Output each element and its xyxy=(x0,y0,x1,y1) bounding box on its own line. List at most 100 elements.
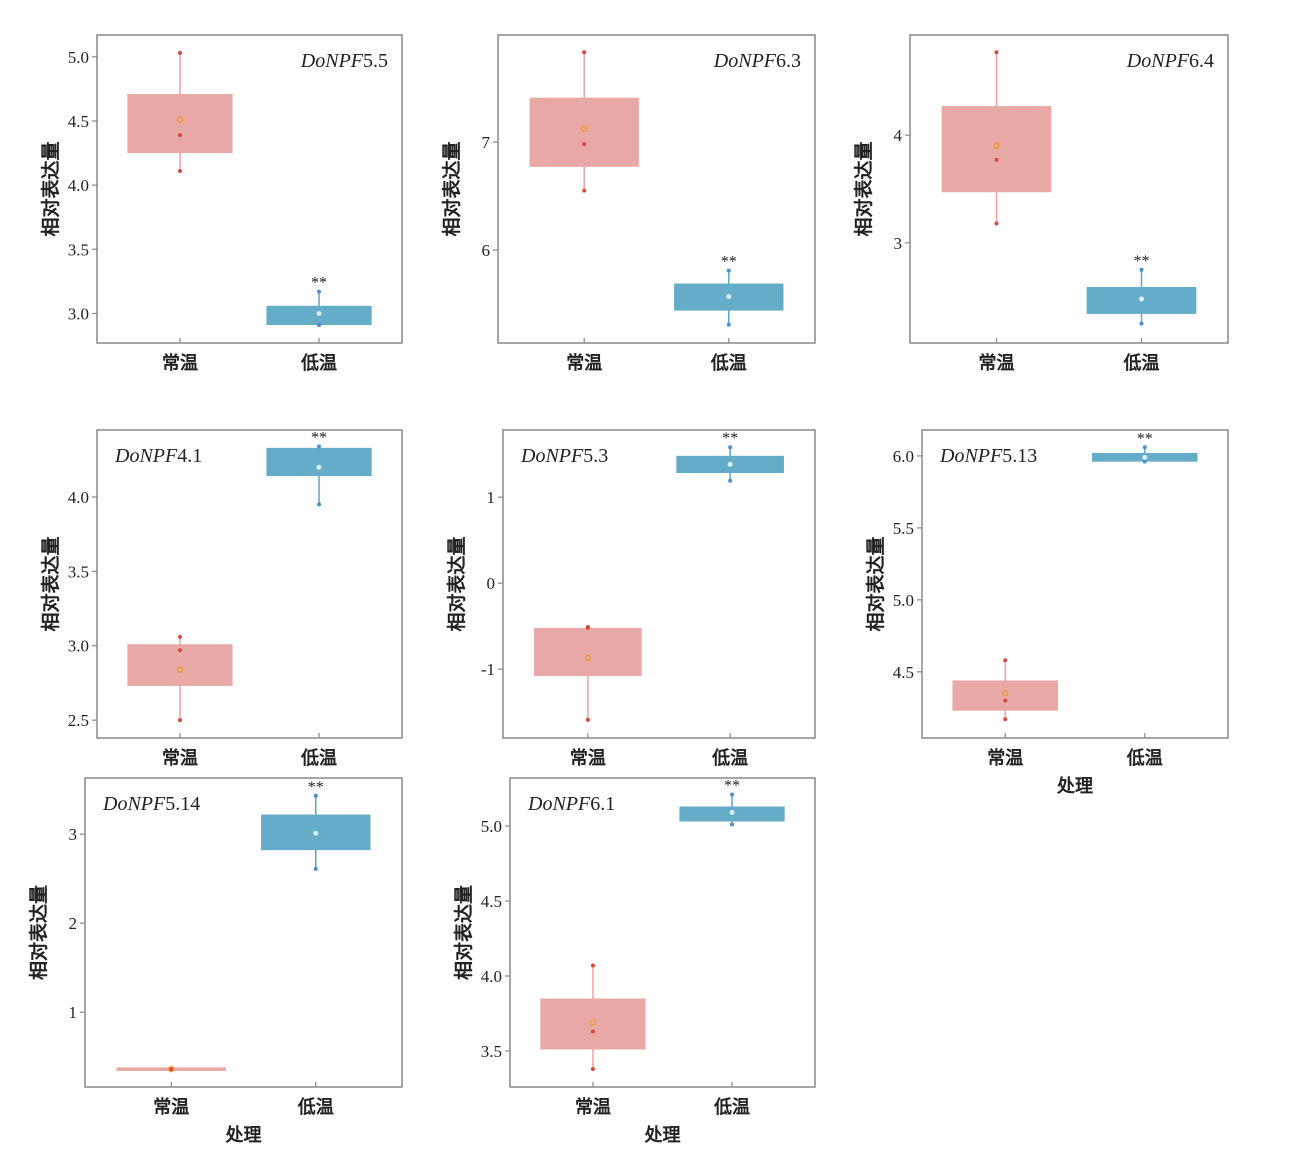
max-point xyxy=(728,445,733,450)
min-point xyxy=(585,717,590,722)
plot-frame xyxy=(96,34,403,344)
x-tick-label: 常温 xyxy=(575,1096,611,1118)
min-point xyxy=(994,221,999,226)
y-tick-label: 5.0 xyxy=(893,591,914,610)
significance-annotation: ** xyxy=(721,254,737,271)
gene-title: DoNPF6.1 xyxy=(527,793,615,815)
y-tick-label: 4.0 xyxy=(68,488,89,507)
plot-frame xyxy=(502,429,816,739)
y-tick-label: 3 xyxy=(69,825,78,844)
y-tick-label: 0 xyxy=(487,574,496,593)
y-tick-label: 4.5 xyxy=(893,663,914,682)
gene-title-number: 5.14 xyxy=(165,793,200,815)
x-tick-label: 低温 xyxy=(297,1096,334,1118)
plot-frame xyxy=(497,34,816,344)
mean-marker xyxy=(584,654,592,662)
y-tick-label: 3.5 xyxy=(481,1042,502,1061)
x-tick-label: 常温 xyxy=(987,747,1023,769)
plot-frame xyxy=(509,777,816,1088)
max-point xyxy=(590,963,595,968)
y-axis-label: 相对表达量 xyxy=(445,536,468,631)
gene-title: DoNPF5.14 xyxy=(102,793,200,815)
gene-title: DoNPF6.4 xyxy=(1126,50,1214,72)
mean-marker xyxy=(726,294,732,300)
normal-temp-box xyxy=(529,97,639,167)
mean-marker xyxy=(168,1066,175,1073)
y-tick-label: 4 xyxy=(894,126,903,145)
x-tick-label: 常温 xyxy=(570,747,606,769)
min-point xyxy=(726,322,731,327)
gene-title: DoNPF5.13 xyxy=(939,445,1037,467)
min-point xyxy=(177,169,182,174)
mean-marker xyxy=(316,464,322,470)
y-tick-label: 1 xyxy=(69,1003,78,1022)
max-point xyxy=(1139,267,1144,272)
max-point xyxy=(994,50,999,55)
x-axis-label: 处理 xyxy=(225,1124,262,1146)
mean-marker xyxy=(176,666,184,673)
gene-title-italic: DoNPF xyxy=(939,445,1003,467)
y-axis-label: 相对表达量 xyxy=(440,141,463,236)
gene-title-number: 6.3 xyxy=(776,50,801,72)
max-point xyxy=(730,792,735,797)
gene-title-number: 5.3 xyxy=(583,445,608,467)
y-tick-label: 3.5 xyxy=(68,562,89,581)
significance-annotation: ** xyxy=(724,778,740,795)
y-tick-label: 4.5 xyxy=(68,112,89,131)
median-point xyxy=(177,133,182,138)
y-tick-label: 3.0 xyxy=(68,637,89,656)
x-tick-label: 常温 xyxy=(162,747,198,769)
mean-marker xyxy=(589,1019,597,1026)
min-point xyxy=(1139,321,1144,326)
gene-title-italic: DoNPF xyxy=(1126,50,1190,72)
y-axis-label: 相对表达量 xyxy=(864,536,887,631)
median-point xyxy=(1003,698,1008,703)
y-tick-label: 5.0 xyxy=(68,48,89,67)
y-axis-label: 相对表达量 xyxy=(39,141,62,236)
y-axis-label: 相对表达量 xyxy=(27,885,50,980)
x-tick-label: 低温 xyxy=(710,352,747,374)
y-tick-label: 4.0 xyxy=(481,967,502,986)
median-point xyxy=(994,157,999,162)
x-tick-label: 低温 xyxy=(711,747,748,769)
y-tick-label: 1 xyxy=(487,488,496,507)
max-point xyxy=(1142,445,1147,450)
x-axis-label: 处理 xyxy=(1056,775,1093,797)
normal-temp-box xyxy=(127,94,233,154)
gene-title-number: 6.1 xyxy=(590,793,615,815)
median-point xyxy=(177,648,182,653)
min-point xyxy=(590,1067,595,1071)
y-tick-label: 6 xyxy=(482,241,491,260)
significance-annotation: ** xyxy=(1137,430,1153,447)
gene-title-italic: DoNPF xyxy=(300,50,364,72)
min-point xyxy=(1003,717,1008,722)
y-tick-label: 5.5 xyxy=(893,519,914,538)
significance-annotation: ** xyxy=(311,429,327,446)
mean-marker xyxy=(993,142,1000,150)
y-tick-label: 3 xyxy=(894,234,903,253)
median-point xyxy=(317,323,322,328)
gene-title-italic: DoNPF xyxy=(114,445,178,467)
gene-title: DoNPF5.5 xyxy=(300,50,388,72)
normal-temp-box xyxy=(941,106,1052,193)
max-point xyxy=(317,289,322,294)
gene-title-italic: DoNPF xyxy=(527,793,591,815)
y-tick-label: 6.0 xyxy=(893,447,914,466)
significance-annotation: ** xyxy=(308,779,324,796)
gene-title: DoNPF5.3 xyxy=(520,445,608,467)
gene-title: DoNPF6.3 xyxy=(713,50,801,72)
median-point xyxy=(590,1029,595,1034)
gene-title-number: 5.13 xyxy=(1002,445,1037,467)
min-point xyxy=(582,188,587,193)
min-point xyxy=(1142,459,1147,464)
min-point xyxy=(728,478,733,483)
